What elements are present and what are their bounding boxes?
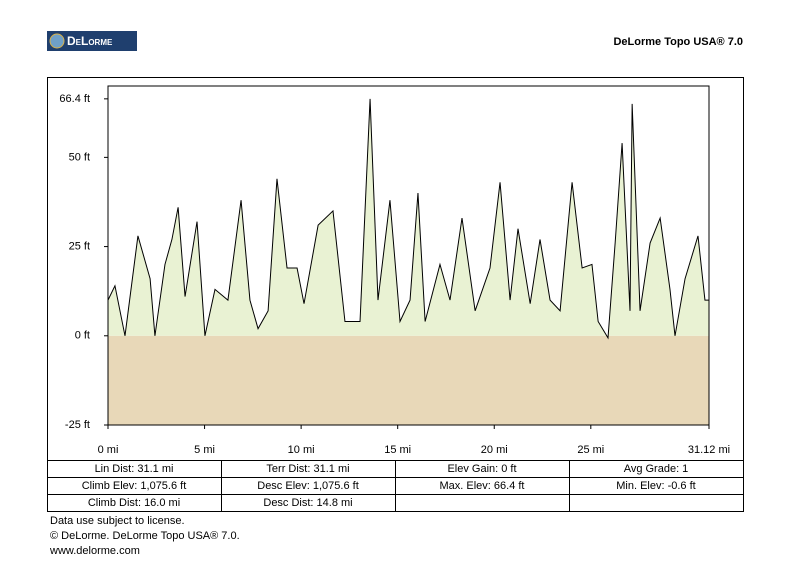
table-cell: Max. Elev: 66.4 ft bbox=[440, 480, 525, 492]
plot-border bbox=[107, 85, 710, 426]
y-tick-label: 25 ft bbox=[69, 240, 90, 252]
footer-line: Data use subject to license. bbox=[50, 515, 185, 527]
x-tick-label: 31.12 mi bbox=[688, 444, 730, 456]
logo-bg bbox=[47, 31, 137, 51]
table-cell: Lin Dist: 31.1 mi bbox=[95, 463, 174, 475]
table-cell: Climb Dist: 16.0 mi bbox=[88, 497, 180, 509]
table-cell: Elev Gain: 0 ft bbox=[447, 463, 516, 475]
logo-text: DeLorme bbox=[67, 34, 113, 48]
table-cell: Terr Dist: 31.1 mi bbox=[266, 463, 349, 475]
x-tick-label: 25 mi bbox=[577, 444, 604, 456]
y-tick-label: 66.4 ft bbox=[59, 93, 90, 105]
table-cell: Min. Elev: -0.6 ft bbox=[616, 480, 695, 492]
x-tick-label: 5 mi bbox=[194, 444, 215, 456]
y-tick-label: 50 ft bbox=[69, 151, 90, 163]
x-tick-label: 0 mi bbox=[98, 444, 119, 456]
area bbox=[108, 98, 709, 338]
app-title: DeLorme Topo USA® 7.0 bbox=[613, 36, 743, 48]
table-cell: Desc Elev: 1,075.6 ft bbox=[257, 480, 359, 492]
x-tick-label: 20 mi bbox=[481, 444, 508, 456]
line bbox=[107, 98, 709, 340]
table-cell: Climb Elev: 1,075.6 ft bbox=[82, 480, 187, 492]
below-zero-fill bbox=[108, 335, 709, 425]
footer-line: www.delorme.com bbox=[49, 545, 140, 557]
y-tick-label: -25 ft bbox=[65, 419, 90, 431]
y-tick-label: 0 ft bbox=[75, 330, 90, 342]
x-tick-label: 10 mi bbox=[288, 444, 315, 456]
logo-globe bbox=[49, 33, 65, 49]
footer-line: © DeLorme. DeLorme Topo USA® 7.0. bbox=[50, 530, 240, 542]
x-tick-label: 15 mi bbox=[384, 444, 411, 456]
table-cell: Avg Grade: 1 bbox=[624, 463, 689, 475]
table-cell: Desc Dist: 14.8 mi bbox=[263, 497, 352, 509]
